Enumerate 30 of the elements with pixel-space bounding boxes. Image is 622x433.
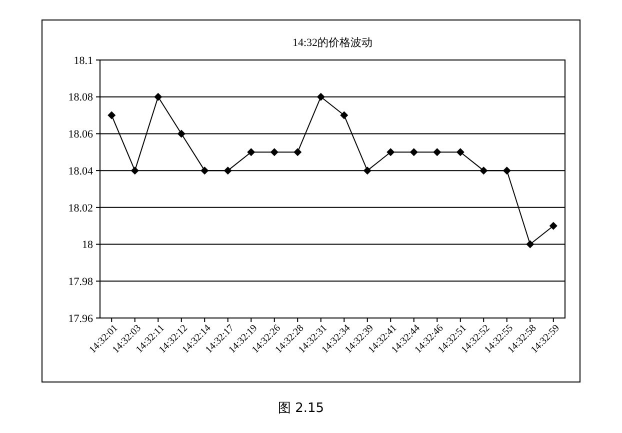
point	[270, 148, 278, 156]
point	[549, 222, 558, 230]
point	[480, 166, 488, 175]
y-tick-label: 18.02	[68, 202, 93, 214]
point	[177, 130, 186, 138]
y-tick-label: 18.06	[68, 128, 94, 141]
y-tick-label: 18.1	[74, 54, 93, 67]
point	[316, 92, 325, 101]
y-tick-label: 17.98	[68, 276, 94, 288]
point	[247, 148, 256, 156]
y-tick-label: 18.08	[68, 92, 94, 104]
point	[130, 166, 139, 175]
point	[200, 166, 209, 175]
point	[108, 111, 116, 120]
point	[526, 240, 534, 248]
y-tick-label: 18	[82, 239, 94, 252]
point	[224, 166, 232, 175]
y-tick-label: 18.04	[68, 165, 94, 178]
point	[502, 166, 511, 175]
point	[363, 166, 372, 175]
point	[340, 111, 348, 120]
point	[433, 148, 442, 156]
y-tick-label: 17.96	[68, 312, 94, 325]
point	[294, 148, 302, 156]
caption: 图 2.15	[278, 401, 324, 416]
point	[154, 92, 162, 101]
chart-title: 14:32的价格波动	[292, 36, 373, 49]
point	[386, 148, 395, 156]
point	[410, 148, 418, 156]
point	[456, 148, 464, 156]
